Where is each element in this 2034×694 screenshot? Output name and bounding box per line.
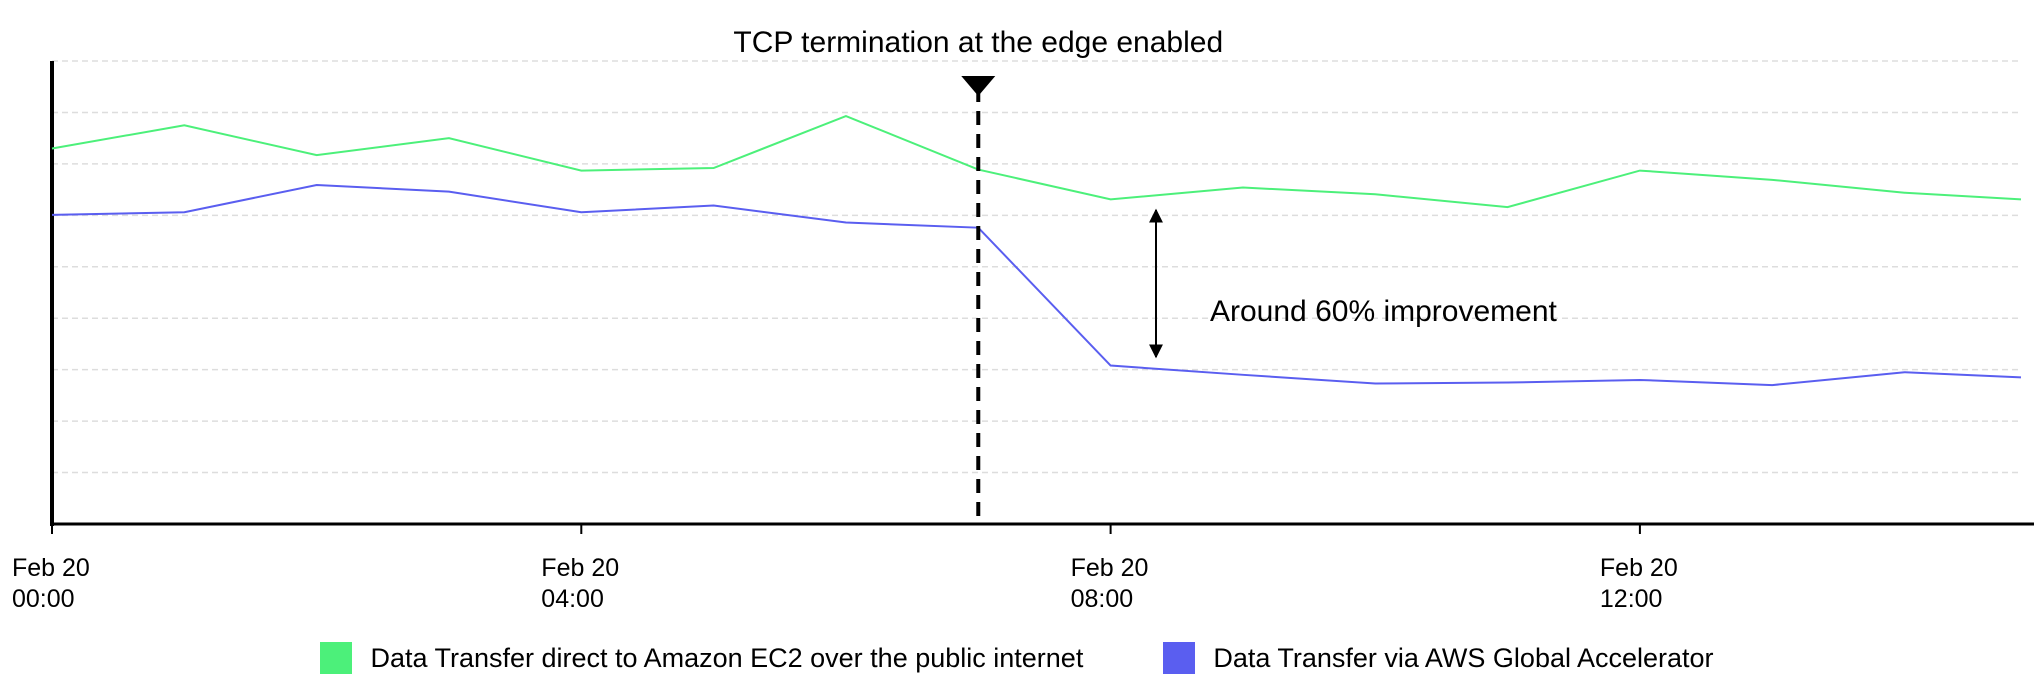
legend-label: Data Transfer direct to Amazon EC2 over … (370, 642, 1084, 673)
legend-item: Data Transfer direct to Amazon EC2 over … (320, 642, 1083, 674)
legend-label: Data Transfer via AWS Global Accelerator (1213, 642, 1714, 673)
improvement-label: Around 60% improvement (1210, 295, 1558, 328)
x-tick-label: Feb 20 12:00 (1599, 554, 1678, 613)
event-marker (961, 76, 996, 96)
legend-swatch (320, 642, 353, 674)
series-line (51, 114, 2022, 209)
x-tick-label: Feb 20 08:00 (1070, 554, 1149, 613)
legend-item: Data Transfer via AWS Global Accelerator (1163, 642, 1714, 674)
event-label: TCP termination at the edge enabled (733, 26, 1223, 59)
legend: Data Transfer direct to Amazon EC2 over … (0, 642, 2034, 674)
legend-swatch (1163, 642, 1196, 674)
series-line (51, 183, 2022, 387)
x-tick-label: Feb 20 04:00 (541, 554, 620, 613)
x-tick-label: Feb 20 00:00 (12, 554, 90, 613)
